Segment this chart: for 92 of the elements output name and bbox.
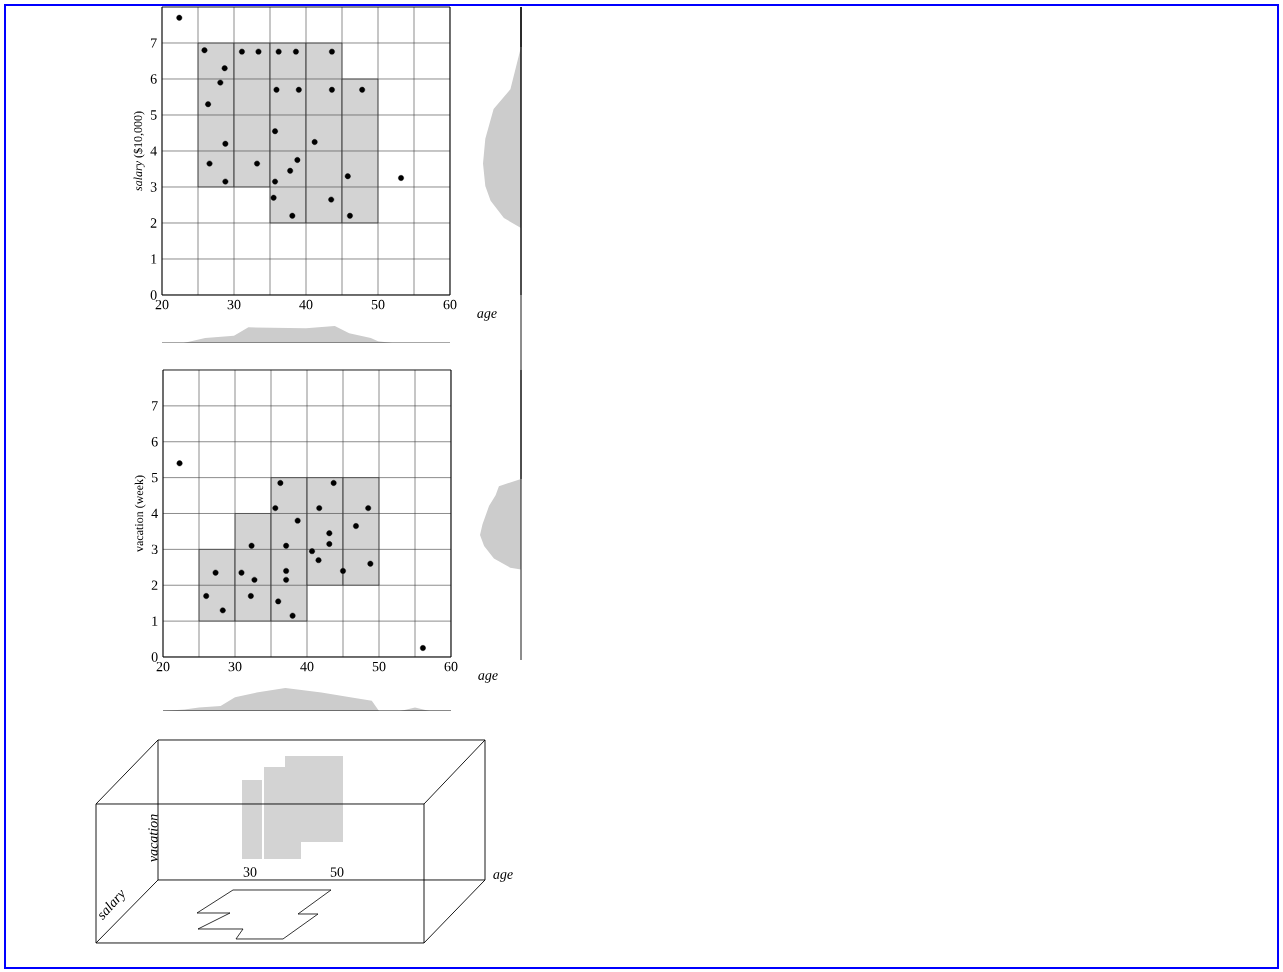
point: [330, 480, 337, 486]
point: [247, 593, 254, 599]
bar: [342, 477, 380, 586]
y-tick-label: 1: [151, 254, 157, 264]
point: [347, 212, 353, 219]
x-tick-label: 50: [371, 299, 385, 310]
point: [272, 128, 278, 135]
point: [283, 576, 290, 583]
point: [315, 557, 322, 564]
x-axis-title: age: [477, 311, 497, 321]
point: [328, 196, 335, 203]
point: [309, 548, 315, 555]
x-axis-title: age: [478, 673, 498, 683]
point: [272, 178, 278, 185]
point: [238, 569, 245, 576]
x-tick-label: 50: [372, 661, 386, 672]
point: [420, 645, 426, 651]
y-tick-label: 6: [151, 437, 158, 447]
point: [205, 101, 211, 108]
y-tick-label: 4: [150, 146, 157, 156]
point: [277, 480, 284, 486]
point: [206, 160, 213, 167]
y-tick-label: 2: [151, 580, 158, 590]
bar: [234, 513, 272, 622]
y-tick-label: 1: [152, 616, 158, 626]
point: [316, 505, 323, 512]
point: [367, 560, 374, 567]
point: [353, 523, 359, 529]
point: [270, 194, 277, 201]
point: [222, 178, 229, 185]
point: [295, 86, 302, 93]
x-tick-label: 60: [444, 661, 458, 672]
point: [222, 140, 229, 147]
x-tick-label: 20: [155, 299, 169, 310]
point: [272, 505, 279, 512]
point: [289, 612, 296, 619]
y-tick-label: 4: [151, 508, 158, 519]
point: [212, 569, 219, 576]
point: [344, 173, 351, 180]
point: [203, 593, 210, 599]
point: [329, 48, 335, 55]
y-tick-label: 2: [150, 218, 157, 228]
point: [329, 86, 335, 93]
point: [239, 48, 245, 55]
y-tick-label: 3: [151, 544, 158, 555]
x-tick-label: 20: [156, 661, 170, 672]
point: [398, 175, 404, 181]
point: [283, 542, 290, 549]
point: [219, 607, 226, 614]
x-tick-label: 30: [228, 661, 242, 672]
y-tick-label: 3: [150, 182, 157, 192]
x-tick-label: 40: [300, 661, 314, 672]
point: [365, 505, 372, 512]
point: [201, 47, 208, 54]
point: [217, 79, 224, 86]
text: 30: [243, 867, 257, 877]
y-axis-title: salary ($10,000): [133, 111, 145, 191]
y-tick-label: 0: [150, 290, 157, 300]
point: [294, 517, 301, 524]
point: [221, 65, 228, 72]
point: [275, 48, 282, 55]
point: [293, 48, 299, 55]
y-tick-label: 5: [150, 110, 157, 120]
point: [340, 567, 346, 574]
point: [176, 460, 183, 467]
y-tick-label: 5: [151, 472, 158, 483]
point: [248, 542, 255, 549]
x-tick-label: 60: [443, 299, 457, 310]
y-tick-label: 0: [151, 652, 158, 662]
point: [289, 212, 296, 219]
point: [255, 48, 262, 55]
point: [294, 157, 301, 163]
text: vacation: [148, 814, 158, 862]
point: [251, 576, 258, 583]
point: [273, 86, 280, 93]
point: [176, 14, 183, 21]
point: [287, 167, 294, 174]
y-axis-title: vacation (week): [134, 475, 146, 552]
text: 50: [330, 867, 344, 877]
point: [283, 567, 290, 574]
x-tick-label: 30: [227, 299, 241, 310]
y-tick-label: 7: [151, 38, 157, 48]
y-tick-label: 6: [150, 74, 157, 84]
point: [359, 86, 366, 93]
point: [275, 598, 282, 605]
text: age: [493, 872, 513, 882]
point: [326, 530, 333, 537]
y-tick-label: 7: [152, 401, 158, 411]
point: [326, 541, 333, 547]
x-tick-label: 40: [299, 299, 313, 310]
point: [254, 160, 260, 167]
point: [311, 139, 318, 145]
